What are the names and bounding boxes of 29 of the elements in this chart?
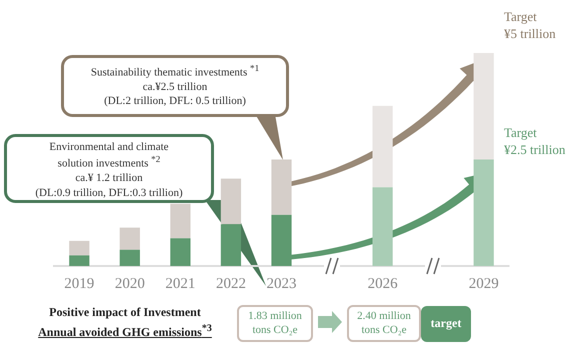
text: Sustainability thematic investments $^{*1}$ ca.¥2.5 trillion (DL:2 trillion, DFL: 0.5 trillion) <box>90 63 260 108</box>
bar <box>120 250 140 266</box>
text: Environmental and climate solution investments $^{*2}$ ca.¥ 1.2 trillion (DL:0.9 trillion, DFL:0.3 trillion) <box>35 141 183 199</box>
text: Target ¥5 trillion <box>504 9 556 43</box>
x-tick-label: 2026 <box>368 276 398 292</box>
text: Positive impact of Investment <box>49 305 201 321</box>
text: target <box>430 316 462 332</box>
x-tick-label: 2022 <box>216 276 246 292</box>
x-tick-label: 2020 <box>114 276 145 292</box>
bar <box>69 240 90 256</box>
bar <box>474 53 494 160</box>
text: 2.40 million tons CO₂e <box>357 309 411 338</box>
bar <box>69 255 90 266</box>
annotation: Target ¥2.5 trillion <box>504 125 566 159</box>
text: Annual avoided GHG emissions$^{*3}$ <box>38 322 212 341</box>
bar <box>220 178 242 224</box>
bar <box>372 187 393 266</box>
bar <box>271 214 292 266</box>
text: 1.83 million tons CO₂e <box>248 309 302 338</box>
bar <box>372 106 393 188</box>
x-tick-label: 2029 <box>468 276 499 292</box>
x-tick-label: 2021 <box>165 276 196 292</box>
bar <box>220 224 242 266</box>
x-tick-label: 2019 <box>64 276 94 292</box>
bar <box>170 204 190 238</box>
bar <box>170 238 190 266</box>
x-tick-label: 2023 <box>266 276 296 292</box>
bar <box>120 228 140 250</box>
bar <box>474 160 494 266</box>
